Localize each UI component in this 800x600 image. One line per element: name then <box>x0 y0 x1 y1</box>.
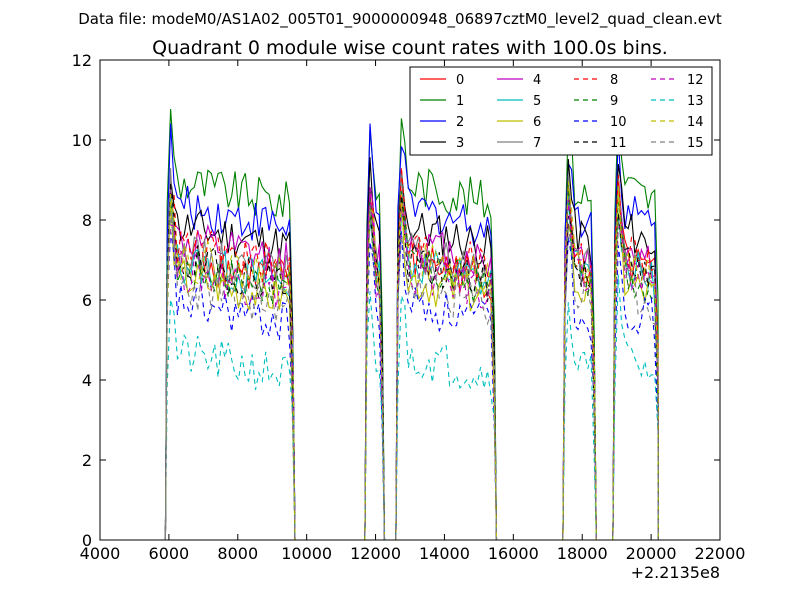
x-tick-label: 14000 <box>419 544 470 563</box>
legend-label-2: 2 <box>456 115 464 130</box>
legend-label-15: 15 <box>687 136 704 151</box>
y-tick-label: 2 <box>82 451 92 470</box>
series-line-4 <box>164 184 659 541</box>
x-tick-label: 8000 <box>217 544 258 563</box>
x-tick-label: 10000 <box>281 544 332 563</box>
legend-label-4: 4 <box>533 73 541 88</box>
legend-label-3: 3 <box>456 136 464 151</box>
legend-label-5: 5 <box>533 94 541 109</box>
series-line-15 <box>164 206 659 541</box>
legend-label-7: 7 <box>533 136 541 151</box>
y-tick-label: 8 <box>82 211 92 230</box>
series-line-10 <box>164 231 659 541</box>
x-tick-label: 22000 <box>695 544 746 563</box>
y-tick-label: 0 <box>82 531 92 550</box>
legend-label-10: 10 <box>610 115 627 130</box>
x-offset-label: +2.2135e8 <box>631 563 720 582</box>
y-tick-label: 4 <box>82 371 92 390</box>
series-line-13 <box>164 274 659 541</box>
chart-suptitle: Data file: modeM0/AS1A02_005T01_90000009… <box>78 10 722 29</box>
series-layer <box>164 105 659 541</box>
legend-label-11: 11 <box>610 136 627 151</box>
legend-label-9: 9 <box>610 94 618 109</box>
x-tick-label: 16000 <box>488 544 539 563</box>
legend-label-14: 14 <box>687 115 704 130</box>
legend-label-12: 12 <box>687 73 704 88</box>
legend-box <box>409 66 713 156</box>
legend-label-0: 0 <box>456 73 464 88</box>
x-tick-label: 18000 <box>557 544 608 563</box>
x-tick-label: 6000 <box>149 544 190 563</box>
x-tick-label: 12000 <box>350 544 401 563</box>
ticks-layer: 4000 6000 8000 10000 12000 14000 16000 18000 200… <box>72 51 746 563</box>
legend-label-6: 6 <box>533 115 541 130</box>
series-line-14 <box>164 181 659 541</box>
legend-label-1: 1 <box>456 94 464 109</box>
y-tick-label: 12 <box>72 51 92 70</box>
y-tick-label: 6 <box>82 291 92 310</box>
chart-title: Quadrant 0 module wise count rates with … <box>152 37 668 59</box>
y-tick-label: 10 <box>72 131 92 150</box>
series-line-9 <box>164 181 659 541</box>
legend-label-8: 8 <box>610 73 618 88</box>
legend-label-13: 13 <box>687 94 704 109</box>
x-tick-label: 4000 <box>80 544 121 563</box>
x-tick-label: 20000 <box>626 544 677 563</box>
